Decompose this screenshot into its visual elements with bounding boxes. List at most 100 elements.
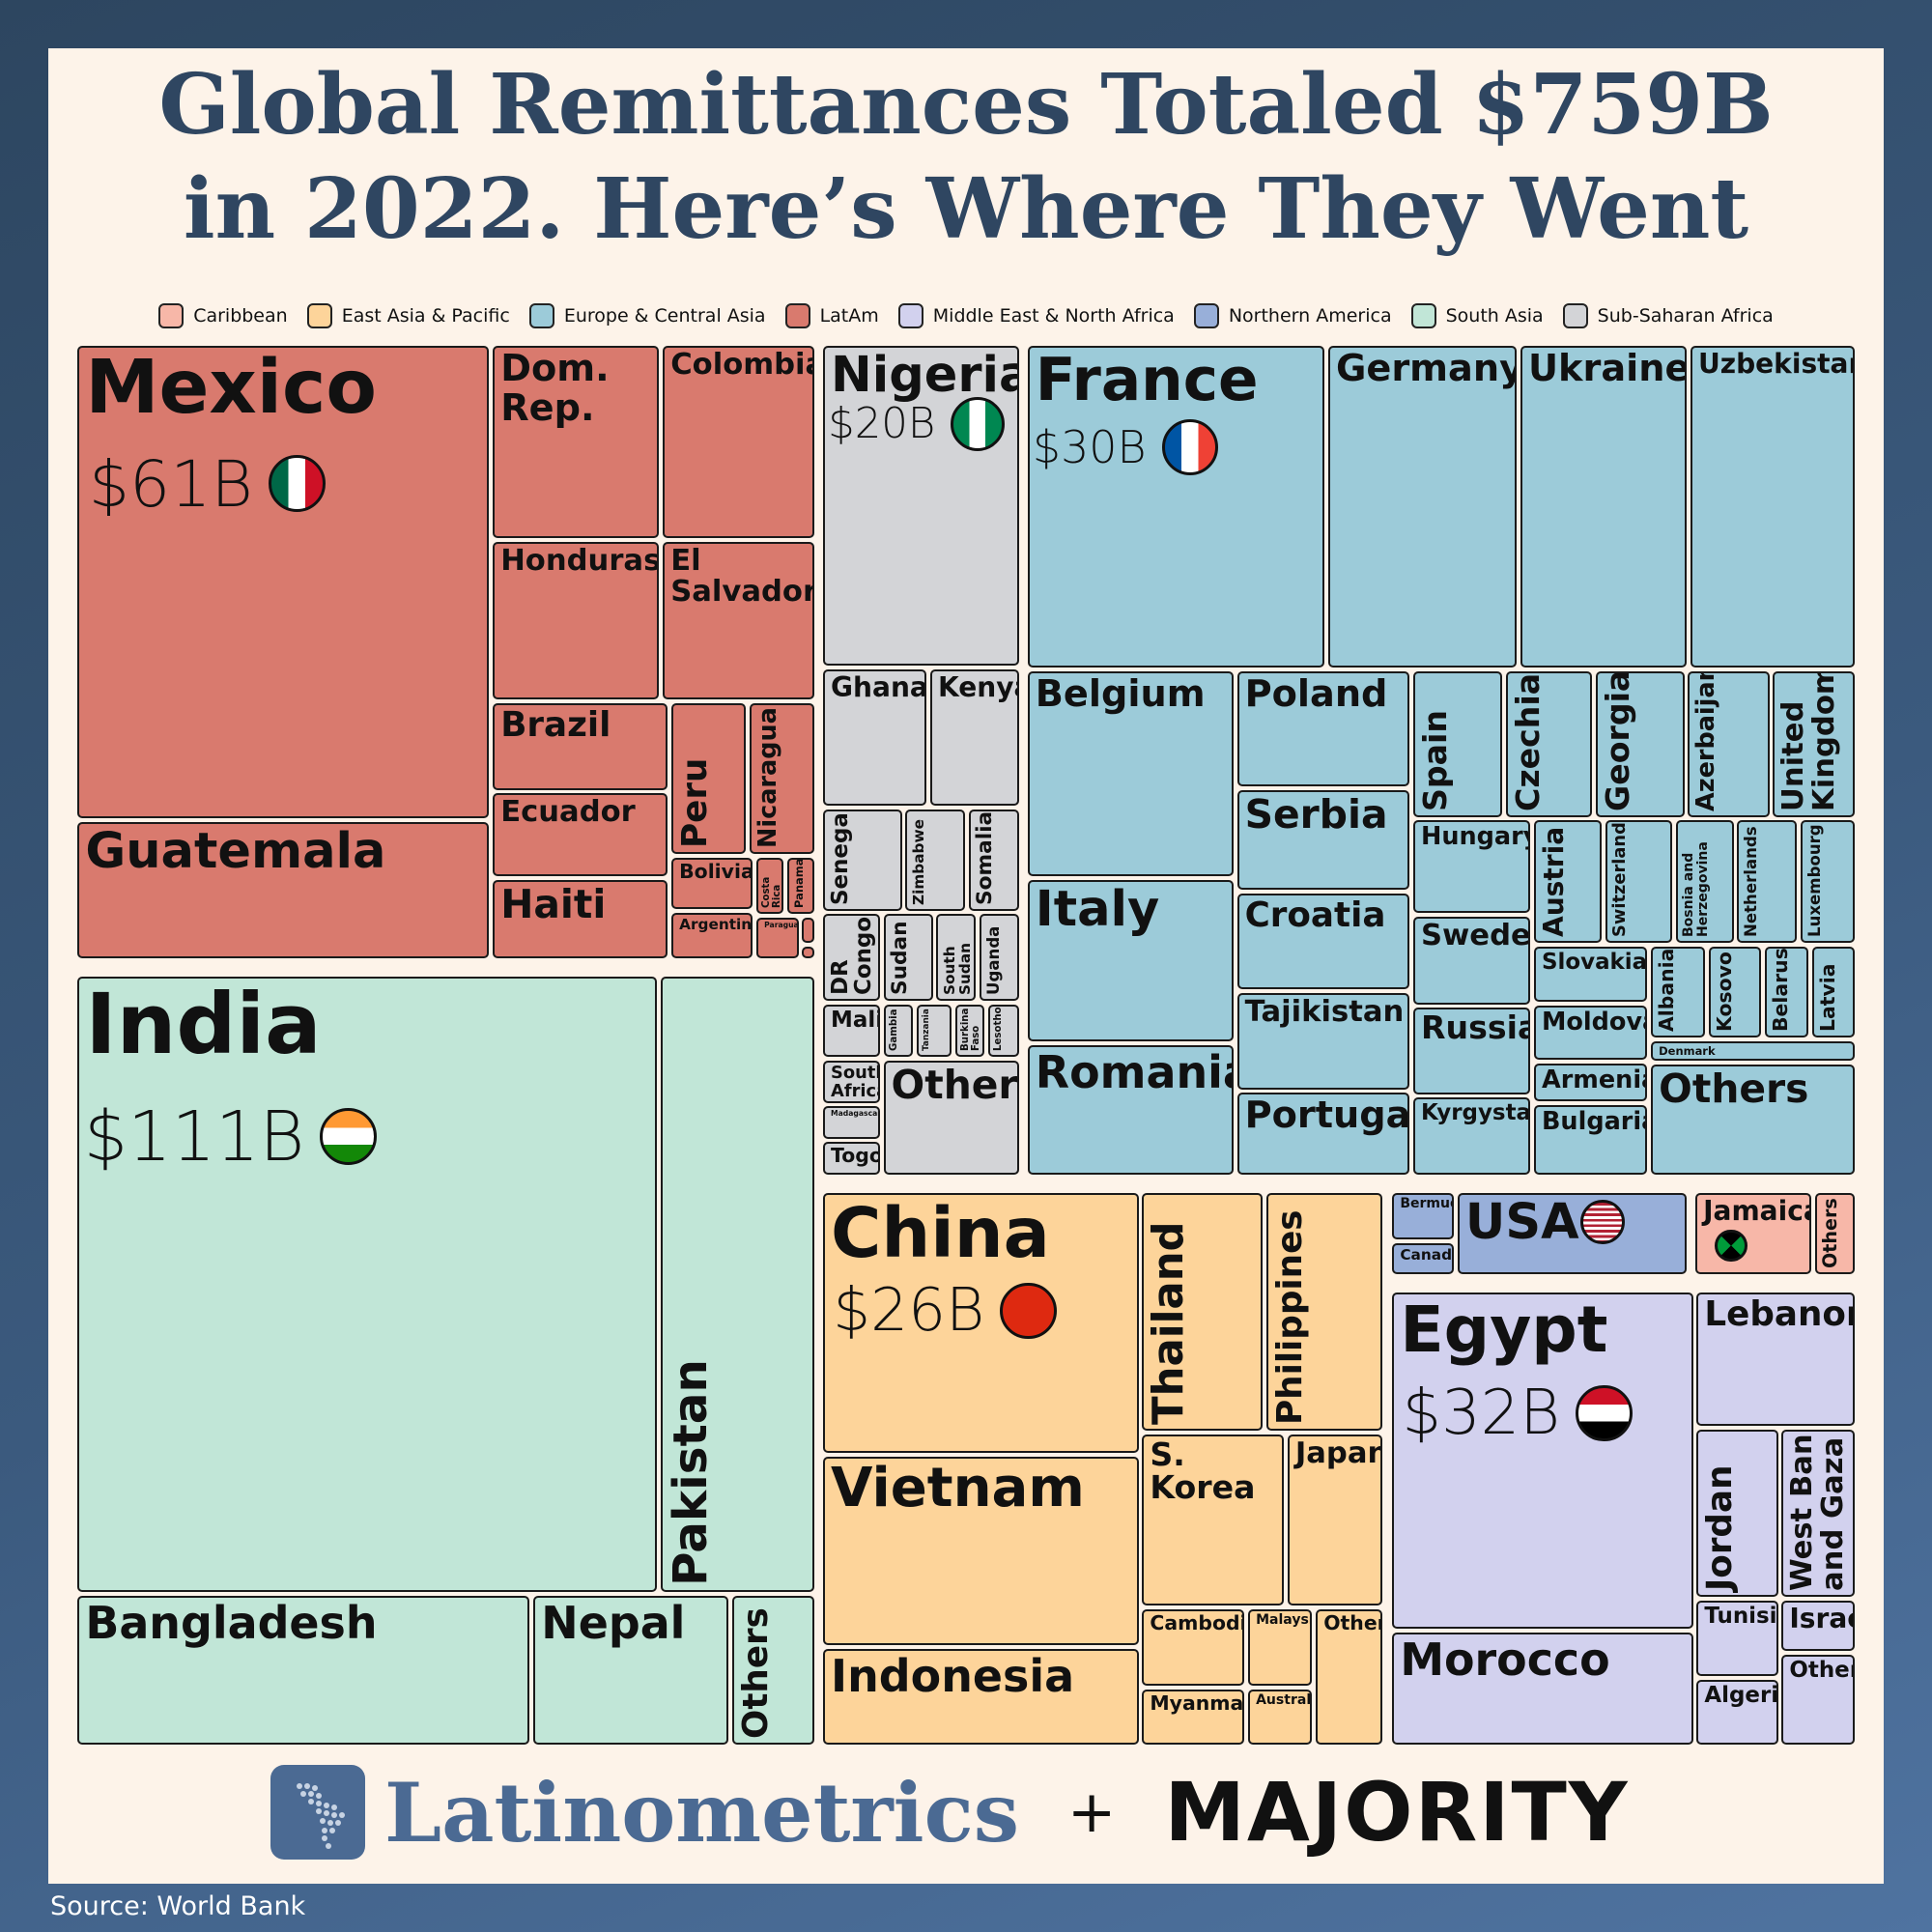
cell-label: West Bank and Gaza [1785, 1429, 1851, 1592]
cell-label: Switzerland [1608, 821, 1630, 937]
cell-label: Nepal [541, 1596, 686, 1649]
cell-label: Ukraine [1527, 347, 1688, 391]
cell-ssa-others: Others [883, 1061, 1019, 1175]
cell-italy: Italy [1027, 879, 1234, 1041]
cell-pakistan: Pakistan [660, 977, 815, 1592]
cell-czechia: Czechia [1505, 671, 1592, 817]
cell-label: Haiti [500, 880, 607, 927]
cell-label: Bolivia [679, 859, 753, 883]
egypt-flag-icon [1575, 1384, 1633, 1442]
brand-name: Latinometrics [384, 1764, 1020, 1861]
cell-kyrgystan: Kyrgystan [1412, 1097, 1531, 1175]
cell-bulgaria: Bulgaria [1533, 1105, 1648, 1175]
cell-label: Romania [1035, 1045, 1234, 1098]
cell-label: Belarus [1768, 948, 1792, 1032]
cell-label: Others [1818, 1198, 1841, 1268]
cell-south-sudan: South Sudan [936, 914, 977, 1001]
cell-myanmar: Myanmar [1142, 1689, 1245, 1746]
cell-label: Algeria [1704, 1682, 1778, 1708]
legend-item-caribbean: Caribbean [158, 303, 288, 328]
cell-label: Egypt [1400, 1292, 1608, 1367]
cell-label: Morocco [1400, 1634, 1610, 1687]
cell-label: Canada [1400, 1245, 1453, 1264]
legend-item-europe: Europe & Central Asia [528, 303, 766, 328]
legend-label: South Asia [1445, 305, 1544, 327]
cell-label: Jordan [1700, 1464, 1741, 1592]
cell-label: Sudan [887, 921, 912, 995]
cell-label: Togo [831, 1144, 880, 1168]
cell-belgium: Belgium [1027, 671, 1234, 876]
cell-france: France [1027, 346, 1325, 668]
nigeria-flag-icon [951, 396, 1006, 451]
cell-israel: Israel [1781, 1600, 1855, 1652]
cell-label: El Salvador [670, 544, 815, 610]
cell-label: Dom. Rep. [500, 347, 610, 430]
cell-label: S. Korea [1150, 1435, 1256, 1507]
cell-la-tiny2 [802, 946, 815, 959]
cell-label: Others [1323, 1610, 1380, 1634]
cell-label: Thailand [1145, 1221, 1194, 1425]
cell-georgia: Georgia [1595, 671, 1685, 817]
latinometrics-logo-icon [270, 1765, 365, 1860]
cell-austria: Austria [1533, 820, 1603, 943]
cell-label: Spain [1415, 709, 1454, 811]
cell-label: Zimbabwe [910, 818, 928, 905]
cell-label: Burkina Faso [959, 1008, 981, 1052]
cell-label: India [85, 977, 322, 1074]
cell-egypt: Egypt [1392, 1292, 1693, 1630]
cell-ecuador: Ecuador [493, 793, 668, 876]
cell-label: China [831, 1192, 1050, 1273]
cell-panama: Panama [787, 857, 815, 915]
legend-item-sub-saharan: Sub-Saharan Africa [1562, 303, 1774, 328]
brand-partner: MAJORITY [1164, 1765, 1630, 1860]
cell-somalia: Somalia [968, 810, 1019, 911]
cell-label: Hungary [1420, 822, 1531, 852]
cell-madagascar: Madagascar [823, 1106, 880, 1139]
cell-label: Kyrgystan [1420, 1100, 1531, 1126]
legend-swatch [784, 303, 810, 328]
cell-brazil: Brazil [493, 703, 668, 790]
cell-label: Lesotho [992, 1007, 1004, 1052]
cell-label: Ghana [831, 670, 927, 703]
cell-label: Kenya [938, 670, 1017, 703]
cell-serbia: Serbia [1236, 789, 1410, 890]
legend-swatch [897, 303, 923, 328]
cell-label: Panama [792, 858, 807, 909]
cell-kenya: Kenya [930, 668, 1019, 807]
legend-swatch [306, 303, 332, 328]
cell-nicaragua: Nicaragua [749, 703, 815, 854]
cell-tunisia: Tunisia [1696, 1600, 1778, 1676]
cell-australia: Australia [1248, 1689, 1313, 1746]
cell-usa: USA [1457, 1192, 1688, 1274]
cell-honduras: Honduras [493, 542, 660, 700]
cell-label: Brazil [500, 705, 611, 746]
cell-kosovo: Kosovo [1709, 946, 1761, 1037]
legend-swatch [158, 303, 185, 328]
cell-label: Italy [1035, 880, 1160, 938]
cell-label: Colombia [670, 348, 815, 383]
cell-label: Others [891, 1062, 1018, 1109]
cell-label: Georgia [1598, 671, 1636, 811]
legend-swatch [1193, 303, 1219, 328]
jamaica-flag-icon [1715, 1229, 1747, 1263]
cell-dom-rep: Dom. Rep. [493, 346, 660, 539]
cell-label: South Sudan [941, 942, 975, 995]
value-label-mexico: $61B [89, 446, 326, 522]
cell-japan: Japan [1287, 1434, 1383, 1605]
cell-label: Bermuda [1400, 1195, 1452, 1211]
cell-label: Lebanon [1704, 1293, 1855, 1334]
cell-label: Czechia [1508, 672, 1547, 811]
cell-label: Malaysia [1256, 1611, 1310, 1628]
cell-zimbabwe: Zimbabwe [905, 810, 965, 911]
cell-burkina-faso: Burkina Faso [954, 1004, 985, 1058]
cell-label: Nigeria [831, 347, 1019, 405]
legend-item-latam: LatAm [784, 303, 879, 328]
cell-denmark: Denmark [1651, 1040, 1855, 1062]
cell-togo: Togo [823, 1142, 880, 1175]
legend-item-south-asia: South Asia [1410, 303, 1544, 328]
cell-label: Gambia [888, 1009, 899, 1052]
cell-label: Latvia [1816, 963, 1840, 1032]
legend-label: Europe & Central Asia [563, 305, 766, 327]
france-flag-icon [1161, 418, 1219, 476]
cell-bolivia: Bolivia [671, 857, 753, 910]
